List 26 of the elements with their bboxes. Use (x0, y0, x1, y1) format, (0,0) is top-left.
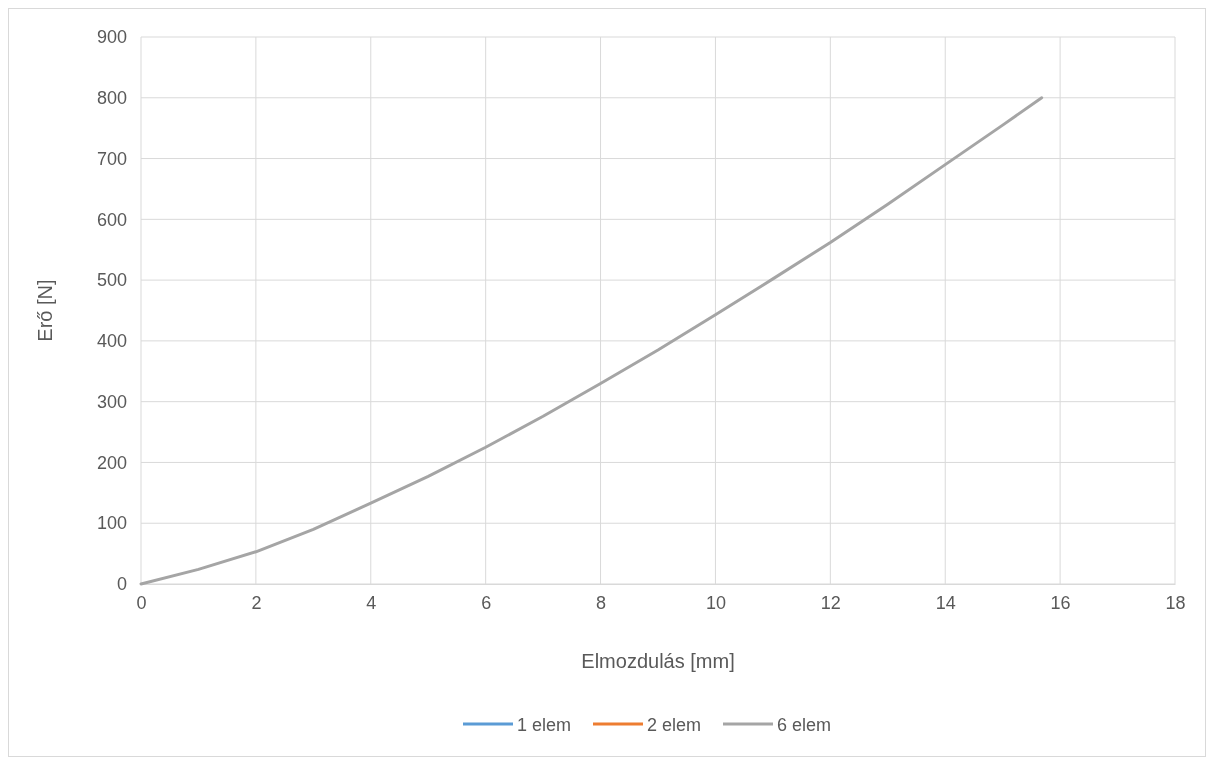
y-tick-label: 900 (96, 27, 127, 48)
legend-label: 1 elem (517, 715, 572, 735)
x-tick-label: 2 (251, 592, 262, 613)
legend-label: 6 elem (777, 715, 832, 735)
x-tick-label: 4 (366, 592, 377, 613)
y-tick-label: 600 (96, 209, 127, 230)
x-tick-label: 0 (136, 592, 147, 613)
y-axis-title: Erő [N] (34, 279, 56, 342)
x-tick-label: 8 (596, 592, 607, 613)
x-tick-label: 14 (935, 592, 956, 613)
y-tick-label: 300 (96, 391, 127, 412)
y-tick-label: 400 (96, 331, 127, 352)
x-tick-label: 6 (481, 592, 492, 613)
x-tick-label: 16 (1050, 592, 1071, 613)
x-axis-title: Elmozdulás [mm] (581, 650, 735, 672)
y-tick-label: 500 (96, 270, 127, 291)
x-tick-label: 18 (1165, 592, 1186, 613)
y-tick-label: 700 (96, 148, 127, 169)
y-tick-label: 0 (116, 574, 127, 595)
x-tick-label: 10 (705, 592, 726, 613)
y-tick-label: 200 (96, 452, 127, 473)
line-series (139, 96, 1044, 586)
y-tick-label: 100 (96, 513, 127, 534)
x-tick-label: 12 (820, 592, 841, 613)
y-tick-label: 800 (96, 88, 127, 109)
legend-label: 2 elem (647, 715, 702, 735)
